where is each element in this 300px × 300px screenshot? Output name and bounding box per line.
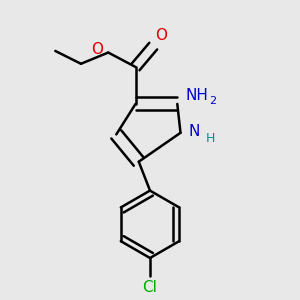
Text: N: N bbox=[188, 124, 200, 139]
Text: 2: 2 bbox=[209, 96, 216, 106]
Text: O: O bbox=[155, 28, 167, 43]
Text: Cl: Cl bbox=[142, 280, 158, 295]
Text: H: H bbox=[206, 132, 215, 145]
Text: NH: NH bbox=[185, 88, 208, 104]
Text: O: O bbox=[92, 43, 104, 58]
